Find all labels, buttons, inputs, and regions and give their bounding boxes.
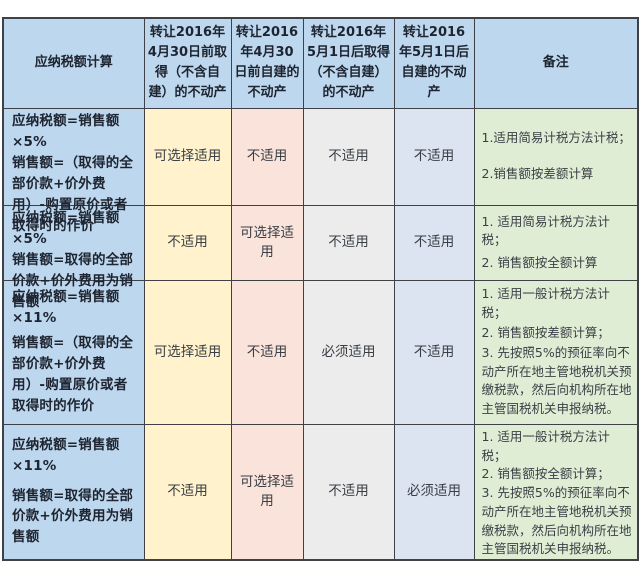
remark-item: 2. 销售额按全额计算； <box>481 466 610 482</box>
calc-formula: 应纳税额=销售额×11% <box>12 289 120 327</box>
calc-cell: 应纳税额=销售额×5% 销售额=取得的全部价款+价外费用为销售额 <box>2 204 145 310</box>
remark-item: 2. 销售额按全额计算 <box>481 254 598 270</box>
remark-item: 1. 适用一般计税方法计税； <box>481 286 610 320</box>
remark-item: 1.适用简易计税方法计税； <box>481 130 631 146</box>
calc-sales-def: 销售额=（取得的全部价款+价外费用）-购置原价或者取得时的作价 <box>12 154 134 234</box>
header-cell-selfbuilt-before: 转让2016年4月30日前自建的不动产 <box>230 17 304 109</box>
table-row: 应纳税额=销售额×5% 销售额=（取得的全部价款+价外费用）-购置原价或者取得时… <box>2 107 639 234</box>
calc-formula: 应纳税额=销售额×11% <box>12 437 120 475</box>
remark-item: 1. 适用简易计税方法计税； <box>481 213 610 248</box>
calc-cell: 应纳税额=销售额×5% 销售额=（取得的全部价款+价外费用）-购置原价或者取得时… <box>2 107 145 234</box>
table-row: 应纳税额=销售额×11% 销售额=取得的全部价款+价外费用为销售额 不适用 可选… <box>2 423 639 561</box>
remark-item: 1. 适用一般计税方法计税； <box>481 428 610 463</box>
applicability-cell: 必须适用 <box>302 279 395 425</box>
calc-cell: 应纳税额=销售额×11% 销售额=取得的全部价款+价外费用为销售额 <box>2 423 145 561</box>
table-header-row: 应纳税额计算 转让2016年4月30日前取得（不含自建）的不动产 转让2016年… <box>2 17 639 109</box>
tax-comparison-table: 应纳税额计算 转让2016年4月30日前取得（不含自建）的不动产 转让2016年… <box>2 17 639 562</box>
applicability-cell: 必须适用 <box>393 423 475 561</box>
remarks-cell: 1. 适用一般计税方法计税； 2. 销售额按差额计算； 3. 先按照5%的预征率… <box>473 279 639 425</box>
applicability-cell: 不适用 <box>393 204 475 281</box>
header-cell-selfbuilt-after: 转让2016年5月1日后自建的不动产 <box>393 17 475 109</box>
header-cell-acquired-before: 转让2016年4月30日前取得（不含自建）的不动产 <box>143 17 232 109</box>
applicability-cell: 不适用 <box>302 107 395 206</box>
remark-item: 2.销售额按差额计算 <box>481 166 594 182</box>
remarks-cell: 1. 适用简易计税方法计税； 2. 销售额按全额计算 <box>473 204 639 281</box>
applicability-cell: 可选择适用 <box>143 279 232 425</box>
remark-item: 2. 销售额按差额计算； <box>481 324 610 340</box>
header-cell-acquired-after: 转让2016年5月1日后取得（不含自建）的不动产 <box>302 17 395 109</box>
applicability-cell: 不适用 <box>230 279 304 425</box>
calc-sales-def: 销售额=（取得的全部价款+价外费用）-购置原价或者取得时的作价 <box>12 335 134 414</box>
applicability-cell: 可选择适用 <box>230 204 304 281</box>
table-row: 应纳税额=销售额×11% 销售额=（取得的全部价款+价外费用）-购置原价或者取得… <box>2 279 639 425</box>
calc-formula: 应纳税额=销售额×5% <box>12 113 120 150</box>
calc-sales-def: 销售额=取得的全部价款+价外费用为销售额 <box>12 487 134 546</box>
remark-item: 3. 先按照5%的预征率向不动产所在地主管地税机关预缴税款，然后向机构所在地主管… <box>481 485 632 557</box>
calc-cell: 应纳税额=销售额×11% 销售额=（取得的全部价款+价外费用）-购置原价或者取得… <box>2 279 145 425</box>
applicability-cell: 不适用 <box>393 107 475 206</box>
header-cell-calc: 应纳税额计算 <box>2 17 145 109</box>
applicability-cell: 不适用 <box>230 107 304 206</box>
remark-item: 3. 先按照5%的预征率向不动产所在地主管地税机关预缴税款，然后向机构所在地主管… <box>481 344 632 417</box>
applicability-cell: 可选择适用 <box>230 423 304 561</box>
header-cell-remarks: 备注 <box>473 17 639 109</box>
applicability-cell: 不适用 <box>302 204 395 281</box>
applicability-cell: 不适用 <box>393 279 475 425</box>
calc-sales-def: 销售额=取得的全部价款+价外费用为销售额 <box>12 251 134 310</box>
applicability-cell: 可选择适用 <box>143 107 232 206</box>
calc-formula: 应纳税额=销售额×5% <box>12 210 120 247</box>
applicability-cell: 不适用 <box>143 423 232 561</box>
applicability-cell: 不适用 <box>143 204 232 281</box>
remarks-cell: 1. 适用一般计税方法计税； 2. 销售额按全额计算； 3. 先按照5%的预征率… <box>473 423 639 561</box>
remarks-cell: 1.适用简易计税方法计税； 2.销售额按差额计算 <box>473 107 639 206</box>
table-row: 应纳税额=销售额×5% 销售额=取得的全部价款+价外费用为销售额 不适用 可选择… <box>2 204 639 310</box>
applicability-cell: 不适用 <box>302 423 395 561</box>
